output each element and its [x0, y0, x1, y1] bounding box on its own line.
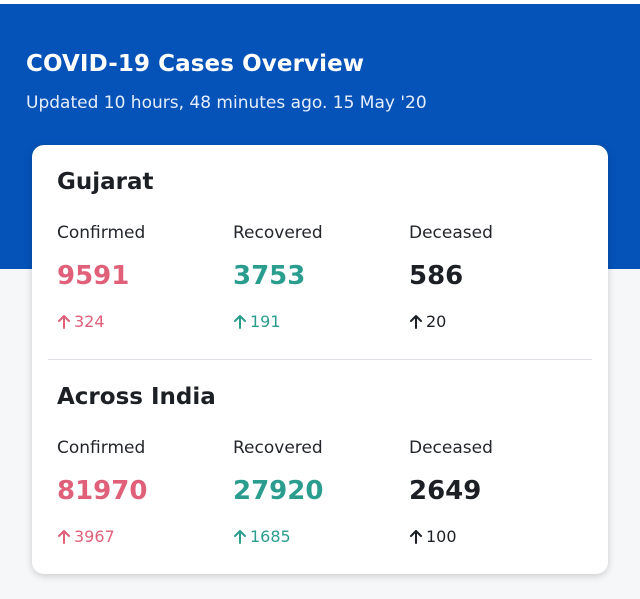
- recovered-label: Recovered: [233, 438, 323, 458]
- page-title: COVID-19 Cases Overview: [26, 51, 365, 77]
- recovered-delta: 1685: [233, 527, 291, 546]
- country-recovered-stat: Recovered 27920 1685: [233, 438, 403, 558]
- last-updated-text: Updated 10 hours, 48 minutes ago. 15 May…: [26, 93, 427, 113]
- deceased-delta-value: 100: [426, 527, 457, 546]
- arrow-up-icon: [409, 529, 423, 544]
- country-section: Across India Confirmed 81970 3967 Recove…: [32, 360, 608, 574]
- confirmed-delta-value: 324: [74, 312, 105, 331]
- deceased-delta: 20: [409, 312, 446, 331]
- recovered-delta: 191: [233, 312, 281, 331]
- deceased-label: Deceased: [409, 223, 493, 243]
- state-section: Gujarat Confirmed 9591 324 Recovered 375…: [32, 145, 608, 359]
- arrow-up-icon: [57, 314, 71, 329]
- country-deceased-stat: Deceased 2649 100: [409, 438, 579, 558]
- recovered-value: 3753: [233, 261, 306, 291]
- section-divider: [48, 359, 592, 360]
- state-deceased-stat: Deceased 586 20: [409, 223, 579, 343]
- confirmed-label: Confirmed: [57, 223, 146, 243]
- country-name: Across India: [57, 384, 216, 410]
- deceased-value: 586: [409, 261, 464, 291]
- recovered-delta-value: 1685: [250, 527, 291, 546]
- state-name: Gujarat: [57, 169, 154, 195]
- deceased-label: Deceased: [409, 438, 493, 458]
- deceased-delta: 100: [409, 527, 457, 546]
- confirmed-value: 81970: [57, 476, 148, 506]
- confirmed-value: 9591: [57, 261, 130, 291]
- confirmed-delta: 324: [57, 312, 105, 331]
- arrow-up-icon: [57, 529, 71, 544]
- arrow-up-icon: [233, 529, 247, 544]
- recovered-label: Recovered: [233, 223, 323, 243]
- stats-card: Gujarat Confirmed 9591 324 Recovered 375…: [32, 145, 608, 574]
- top-strip: [0, 0, 640, 4]
- deceased-delta-value: 20: [426, 312, 447, 331]
- arrow-up-icon: [409, 314, 423, 329]
- confirmed-delta-value: 3967: [74, 527, 115, 546]
- country-confirmed-stat: Confirmed 81970 3967: [57, 438, 227, 558]
- confirmed-delta: 3967: [57, 527, 115, 546]
- recovered-delta-value: 191: [250, 312, 281, 331]
- recovered-value: 27920: [233, 476, 324, 506]
- deceased-value: 2649: [409, 476, 482, 506]
- state-recovered-stat: Recovered 3753 191: [233, 223, 403, 343]
- state-confirmed-stat: Confirmed 9591 324: [57, 223, 227, 343]
- arrow-up-icon: [233, 314, 247, 329]
- confirmed-label: Confirmed: [57, 438, 146, 458]
